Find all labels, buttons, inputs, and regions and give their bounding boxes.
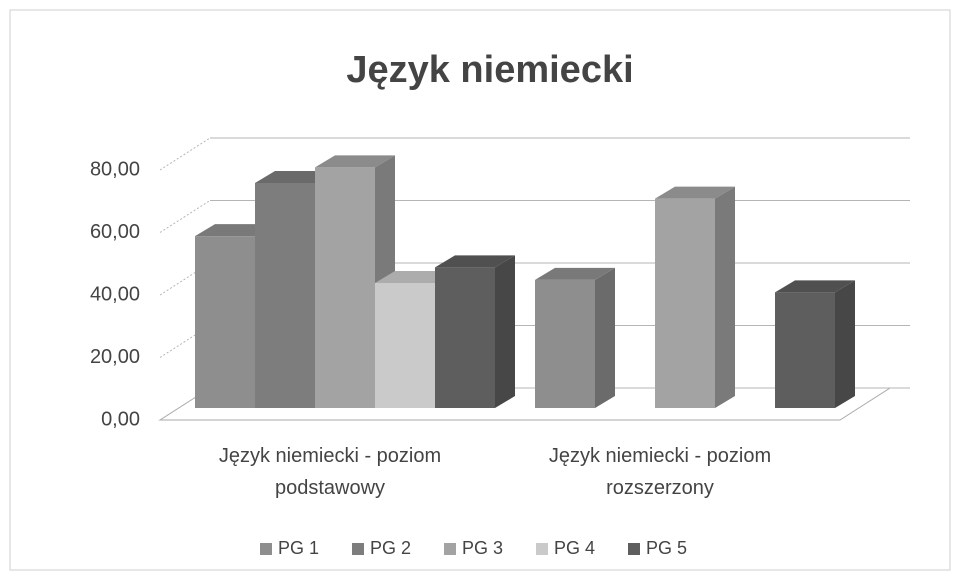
bar-top [655, 186, 735, 199]
legend-swatch [260, 543, 272, 555]
y-tick-label: 20,00 [90, 346, 140, 368]
legend-swatch [628, 543, 640, 555]
bar [435, 255, 515, 408]
bar-side [495, 255, 515, 408]
bar [775, 280, 855, 408]
bar-front [375, 283, 435, 408]
legend-label: PG 4 [554, 538, 595, 558]
legend-swatch [444, 543, 456, 555]
bar-front [255, 183, 315, 408]
wall-grid-line [159, 137, 211, 171]
bar-top [435, 255, 515, 268]
y-tick-label: 40,00 [90, 283, 140, 305]
y-tick-label: 80,00 [90, 158, 140, 180]
bar-front [655, 198, 715, 408]
legend-label: PG 1 [278, 538, 319, 558]
bar-top [775, 280, 855, 293]
bar-front [535, 279, 595, 408]
wall-grid-line [159, 200, 211, 233]
bar-side [595, 267, 615, 408]
bar [535, 267, 615, 408]
bar-front [195, 236, 255, 408]
y-tick-label: 60,00 [90, 221, 140, 243]
x-tick-label: Język niemiecki - poziom rozszerzony [548, 445, 772, 499]
y-tick-label: 0,00 [101, 408, 140, 430]
bar-front [775, 292, 835, 408]
bar-side [835, 280, 855, 408]
chart-title: Język niemiecki [346, 49, 633, 91]
legend-label: PG 3 [462, 538, 503, 558]
legend-swatch [536, 543, 548, 555]
bar [655, 186, 735, 408]
bar-front [435, 267, 495, 408]
bar-top [315, 155, 395, 168]
legend-label: PG 5 [646, 538, 687, 558]
bar-side [715, 186, 735, 408]
legend-swatch [352, 543, 364, 555]
legend-label: PG 2 [370, 538, 411, 558]
bar-front [315, 167, 375, 408]
bar-top [535, 267, 615, 280]
x-tick-label: Język niemiecki - poziom podstawowy [218, 445, 442, 499]
